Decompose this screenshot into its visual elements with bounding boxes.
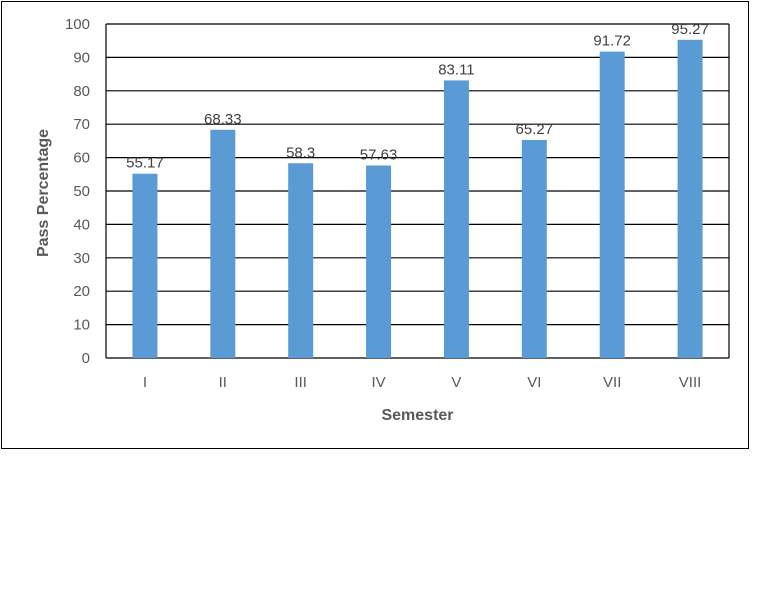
bar-I <box>132 173 158 358</box>
x-tick-label-II: II <box>219 374 227 391</box>
y-tick-label: 60 <box>73 150 90 167</box>
x-tick-label-VI: VI <box>527 374 541 391</box>
data-label-V: 83.11 <box>438 61 474 78</box>
x-tick-label-VIII: VIII <box>679 374 702 391</box>
y-tick-label: 30 <box>73 250 90 267</box>
bar-V <box>443 80 469 358</box>
y-tick-label: 10 <box>73 317 90 334</box>
chart-frame: 0 10 20 30 40 50 60 70 80 90 100 55.17 68.33 58.3 57.… <box>1 1 749 449</box>
data-label-VI: 65.27 <box>516 121 554 138</box>
data-label-II: 68.33 <box>204 111 242 128</box>
data-labels: 55.17 68.33 58.3 57.63 83.11 65.27 91.72 95.27 <box>126 21 709 172</box>
data-label-VIII: 95.27 <box>671 21 709 38</box>
x-tick-label-VII: VII <box>603 374 621 391</box>
bar-VII <box>599 51 625 358</box>
data-label-III: 58.3 <box>286 144 315 161</box>
bar-IV <box>366 165 392 358</box>
x-tick-label-V: V <box>451 374 461 391</box>
y-tick-label: 100 <box>65 16 90 33</box>
x-tick-label-IV: IV <box>371 374 385 391</box>
x-tick-labels: I II III IV V VI VII VIII <box>143 374 701 391</box>
data-label-IV: 57.63 <box>360 147 398 164</box>
data-label-I: 55.17 <box>126 155 164 172</box>
x-tick-label-III: III <box>294 374 307 391</box>
x-axis-title: Semester <box>381 407 453 424</box>
data-label-VII: 91.72 <box>593 33 631 50</box>
y-tick-labels: 0 10 20 30 40 50 60 70 80 90 100 <box>65 16 90 367</box>
y-tick-label: 0 <box>82 350 90 367</box>
bars <box>132 39 703 359</box>
y-tick-label: 80 <box>73 83 90 100</box>
y-tick-label: 50 <box>73 183 90 200</box>
y-tick-label: 40 <box>73 216 90 233</box>
y-tick-label: 70 <box>73 116 90 133</box>
y-tick-label: 20 <box>73 283 90 300</box>
y-axis-title: Pass Percentage <box>35 129 52 257</box>
bar-VI <box>521 139 547 358</box>
x-tick-label-I: I <box>143 374 147 391</box>
bar-III <box>288 163 314 358</box>
bar-VIII <box>677 39 703 359</box>
gridlines <box>105 23 730 359</box>
bar-II <box>210 129 236 358</box>
bar-chart: 0 10 20 30 40 50 60 70 80 90 100 55.17 68.33 58.3 57.… <box>35 16 730 424</box>
y-tick-label: 90 <box>73 49 90 66</box>
